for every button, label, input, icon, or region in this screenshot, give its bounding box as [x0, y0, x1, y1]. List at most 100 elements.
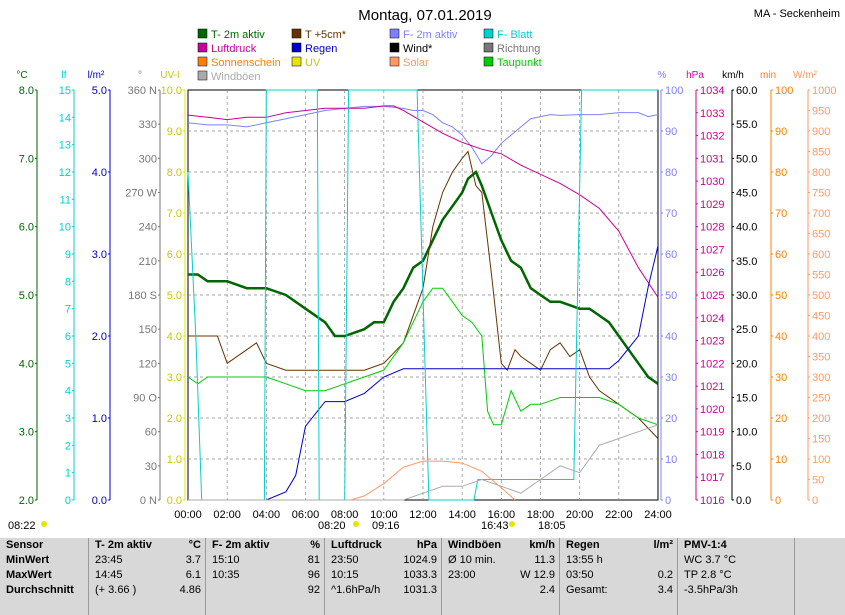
y-tick-label: 10 — [775, 454, 787, 466]
y-tick-label: 0.0 — [167, 495, 182, 507]
y-tick-label: 9 — [65, 249, 71, 261]
axis-rain: 0.0 1.0 2.0 3.0 4.0 5.0 l/m² — [88, 70, 111, 507]
y-tick-label: 55.0 — [736, 119, 757, 131]
legend-swatch — [483, 56, 494, 67]
legend-label: Solar — [403, 57, 429, 69]
y-tick-label: 4 — [65, 386, 71, 398]
legend-label: T- 2m aktiv — [211, 29, 265, 41]
table-separator — [88, 538, 89, 615]
y-tick-label: 20 — [775, 413, 787, 425]
y-tick-label: 5 — [65, 358, 71, 370]
y-tick-label: 5.0 — [19, 290, 34, 302]
y-tick-label: 20 — [665, 413, 677, 425]
legend-label: Windböen — [211, 71, 261, 83]
y-tick-label: 0 — [775, 495, 781, 507]
x-tick-label: 18:00 — [527, 509, 555, 521]
y-tick-label: 1034 — [700, 85, 724, 97]
table-header-sensor: Sensor — [6, 539, 44, 551]
y-tick-label: 2.0 — [19, 495, 34, 507]
y-tick-label: 850 — [812, 147, 830, 159]
axis-unit-label: % — [658, 70, 667, 81]
legend-swatch — [197, 56, 208, 67]
y-tick-label: 270 W — [125, 188, 157, 200]
y-tick-label: 1033 — [700, 108, 724, 120]
legend-label: Sonnenschein — [211, 57, 281, 69]
y-tick-label: 900 — [812, 126, 830, 138]
y-tick-label: 600 — [812, 249, 830, 261]
y-tick-label: 210 — [139, 256, 157, 268]
y-tick-label: 3.0 — [92, 249, 107, 261]
press-min-value: 1024.9 — [403, 554, 437, 566]
series-line — [187, 105, 659, 298]
legend-label: Regen — [305, 43, 337, 55]
y-tick-label: 20.0 — [736, 358, 757, 370]
y-tick-label: 40.0 — [736, 222, 757, 234]
legend-item: UV — [291, 56, 321, 69]
legend-swatch — [291, 56, 302, 67]
sunrise-time: 08:20 — [318, 520, 346, 532]
y-tick-label: 150 — [812, 434, 830, 446]
series-line — [188, 150, 659, 439]
y-tick-label: 1024 — [700, 313, 724, 325]
legend-item: T +5cm* — [291, 28, 347, 41]
axis-unit-label: lf — [62, 70, 67, 81]
axis-uv: 0.0 1.0 2.0 3.0 4.0 5.0 6.0 7.0 8.0 9.0 10.0 UV-I — [160, 70, 186, 507]
hum-min-value: 81 — [307, 554, 320, 566]
y-tick-label: 10.0 — [161, 85, 182, 97]
table-col-temp: T- 2m aktiv °C 23:45 3.7 14:45 6.1 (+ 3.66 … — [89, 538, 205, 615]
y-tick-label: 10 — [665, 454, 677, 466]
table-unit-rain: l/m² — [653, 539, 673, 551]
y-tick-label: 1021 — [700, 381, 724, 393]
table-header-pressure: Luftdruck — [331, 539, 382, 551]
y-tick-label: 450 — [812, 311, 830, 323]
y-tick-label: 50 — [812, 475, 824, 487]
y-tick-label: 300 — [812, 372, 830, 384]
y-tick-label: 3.0 — [19, 427, 34, 439]
station-name: MA - Seckenheim — [754, 8, 840, 20]
y-tick-label: 1032 — [700, 131, 724, 143]
y-tick-label: 50 — [775, 290, 787, 302]
rain-total-value: 3.4 — [657, 584, 673, 596]
y-tick-label: 1017 — [700, 472, 724, 484]
y-tick-label: 70 — [775, 208, 787, 220]
press-avg-note: ^1.6hPa/h — [331, 584, 381, 596]
rain-max-time: 03:50 — [566, 569, 594, 581]
pmv-row-1: WC 3.7 °C — [684, 554, 737, 566]
y-tick-label: 200 — [812, 413, 830, 425]
y-tick-label: 1028 — [700, 222, 724, 234]
legend-swatch — [389, 28, 400, 39]
legend-item: T- 2m aktiv — [197, 28, 265, 41]
chart-title: Montag, 07.01.2019 — [358, 7, 491, 24]
table-header-pmv: PMV-1:4 — [684, 539, 727, 551]
temp-min-value: 3.7 — [185, 554, 201, 566]
legend-swatch — [291, 28, 302, 39]
axis-unit-label: km/h — [722, 70, 744, 81]
legend-swatch — [197, 28, 208, 39]
x-tick-label: 14:00 — [448, 509, 476, 521]
y-tick-label: 60 — [145, 427, 157, 439]
x-tick-label: 12:00 — [409, 509, 437, 521]
x-tick-label: 20:00 — [566, 509, 594, 521]
axis-solar: 0 50 100 150 200 250 300 350 400 450 500 550 600 650 7… — [793, 70, 836, 507]
pmv-row-2: TP 2.8 °C — [684, 569, 732, 581]
series-line — [187, 287, 659, 426]
legend-swatch — [291, 42, 302, 53]
axis-hum: 0 10 20 30 40 50 60 70 80 90 100% — [658, 70, 684, 507]
y-tick-label: 7.0 — [167, 208, 182, 220]
y-tick-label: 11 — [60, 194, 71, 206]
legend-item: Wind* — [389, 42, 433, 55]
legend-swatch — [389, 56, 400, 67]
y-tick-label: 1019 — [700, 427, 724, 439]
y-tick-label: 0.0 — [736, 495, 751, 507]
y-tick-label: 25.0 — [736, 324, 757, 336]
y-tick-label: 45.0 — [736, 188, 757, 200]
y-tick-label: 60.0 — [736, 85, 757, 97]
y-tick-label: 0 N — [140, 495, 157, 507]
y-tick-label: 3 — [65, 413, 71, 425]
y-tick-label: 70 — [665, 208, 677, 220]
axis-unit-label: °C — [16, 70, 27, 81]
table-unit-temp: °C — [188, 539, 201, 551]
rain-max-value: 0.2 — [657, 569, 673, 581]
axis-wind: 0.0 5.0 10.0 15.0 20.0 25.0 30.0 35.0 40.0 45.0 50… — [722, 70, 757, 507]
y-tick-label: 550 — [812, 270, 830, 282]
